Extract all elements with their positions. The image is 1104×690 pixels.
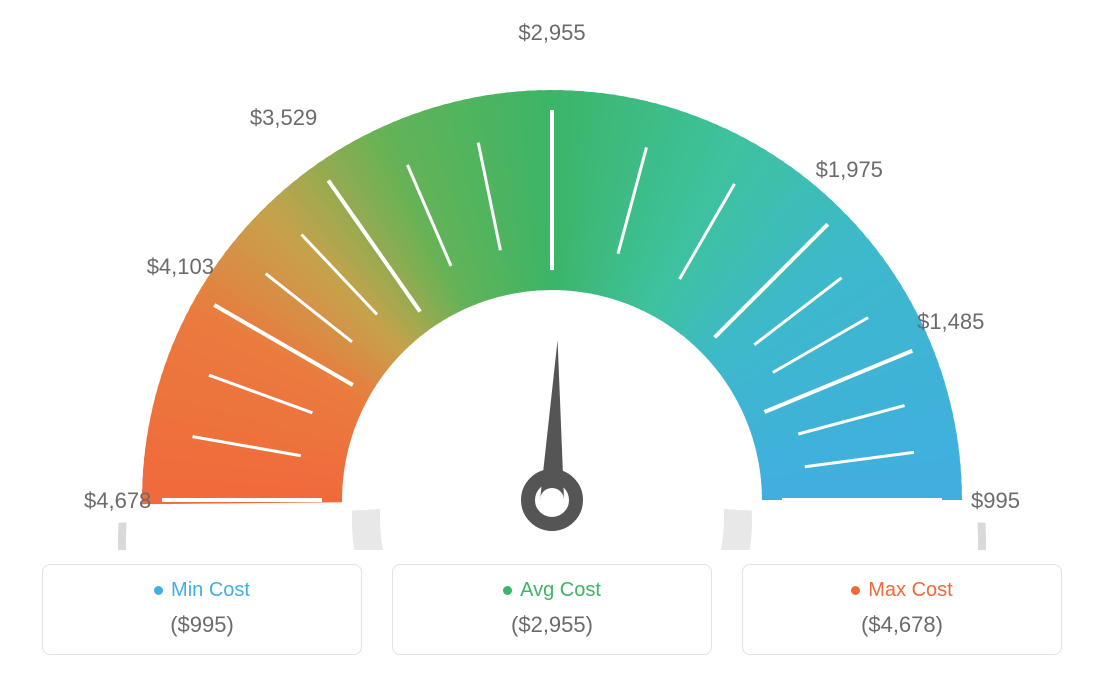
legend-title-max: Max Cost bbox=[851, 579, 952, 602]
dot-icon bbox=[154, 586, 163, 595]
legend-label-max: Max Cost bbox=[868, 579, 952, 602]
legend-value-avg: ($2,955) bbox=[511, 612, 593, 638]
gauge-svg bbox=[72, 30, 1032, 550]
gauge-tick-label: $2,955 bbox=[512, 20, 592, 46]
legend-label-min: Min Cost bbox=[171, 579, 250, 602]
dot-icon bbox=[503, 586, 512, 595]
gauge-tick-label: $1,485 bbox=[904, 309, 984, 335]
dot-icon bbox=[851, 586, 860, 595]
gauge-tick-label: $4,103 bbox=[147, 254, 214, 280]
legend-value-max: ($4,678) bbox=[861, 612, 943, 638]
cost-gauge-chart: $995 $1,485 $1,975 $2,955 $3,529 $4,103 $4,678 bbox=[0, 0, 1104, 540]
gauge-tick-label: $995 bbox=[940, 488, 1020, 514]
legend-row: Min Cost ($995) Avg Cost ($2,955) Max Co… bbox=[0, 564, 1104, 655]
legend-card-min: Min Cost ($995) bbox=[42, 564, 362, 655]
legend-title-avg: Avg Cost bbox=[503, 579, 601, 602]
gauge-tick-label: $4,678 bbox=[84, 488, 151, 514]
gauge-tick-label: $1,975 bbox=[803, 157, 883, 183]
legend-card-avg: Avg Cost ($2,955) bbox=[392, 564, 712, 655]
legend-value-min: ($995) bbox=[170, 612, 234, 638]
legend-label-avg: Avg Cost bbox=[520, 579, 601, 602]
gauge-tick-label: $3,529 bbox=[244, 105, 324, 131]
legend-title-min: Min Cost bbox=[154, 579, 250, 602]
legend-card-max: Max Cost ($4,678) bbox=[742, 564, 1062, 655]
